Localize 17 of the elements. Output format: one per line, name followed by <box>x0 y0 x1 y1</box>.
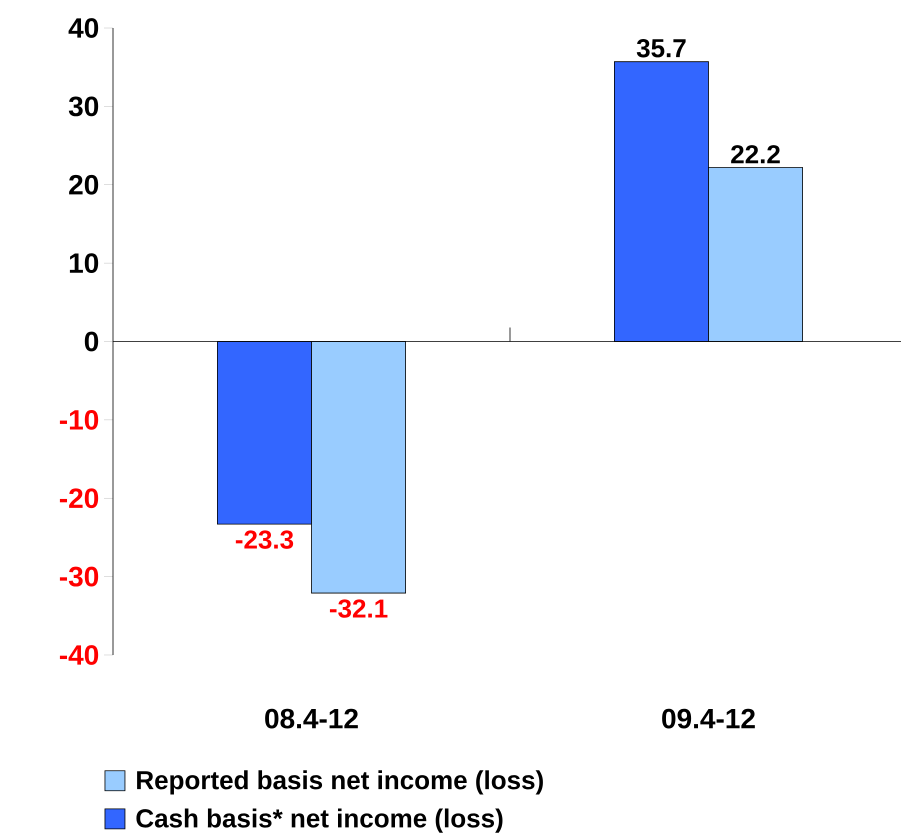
legend-label: Cash basis* net income (loss) <box>136 808 502 833</box>
y-tick-label: -40 <box>60 645 98 665</box>
data-label: -23.3 <box>236 530 294 549</box>
x-tick-label: 09.4-12 <box>662 708 755 729</box>
y-tick-label: 10 <box>70 253 98 274</box>
y-tick-label: 0 <box>84 332 98 352</box>
y-tick-label: 40 <box>68 18 98 38</box>
x-tick-label: 08.4-12 <box>265 708 358 729</box>
legend-label: Reported basis net income (loss) <box>137 770 543 795</box>
y-tick-label: 20 <box>69 174 98 195</box>
y-tick-label: 30 <box>68 96 98 116</box>
y-tick-label: -30 <box>60 566 98 587</box>
data-label: 22.2 <box>731 145 780 164</box>
data-label: 35.7 <box>636 39 686 58</box>
y-tick-label: -10 <box>60 410 98 430</box>
data-label: -32.1 <box>330 599 388 618</box>
y-tick-label: -20 <box>60 488 98 508</box>
